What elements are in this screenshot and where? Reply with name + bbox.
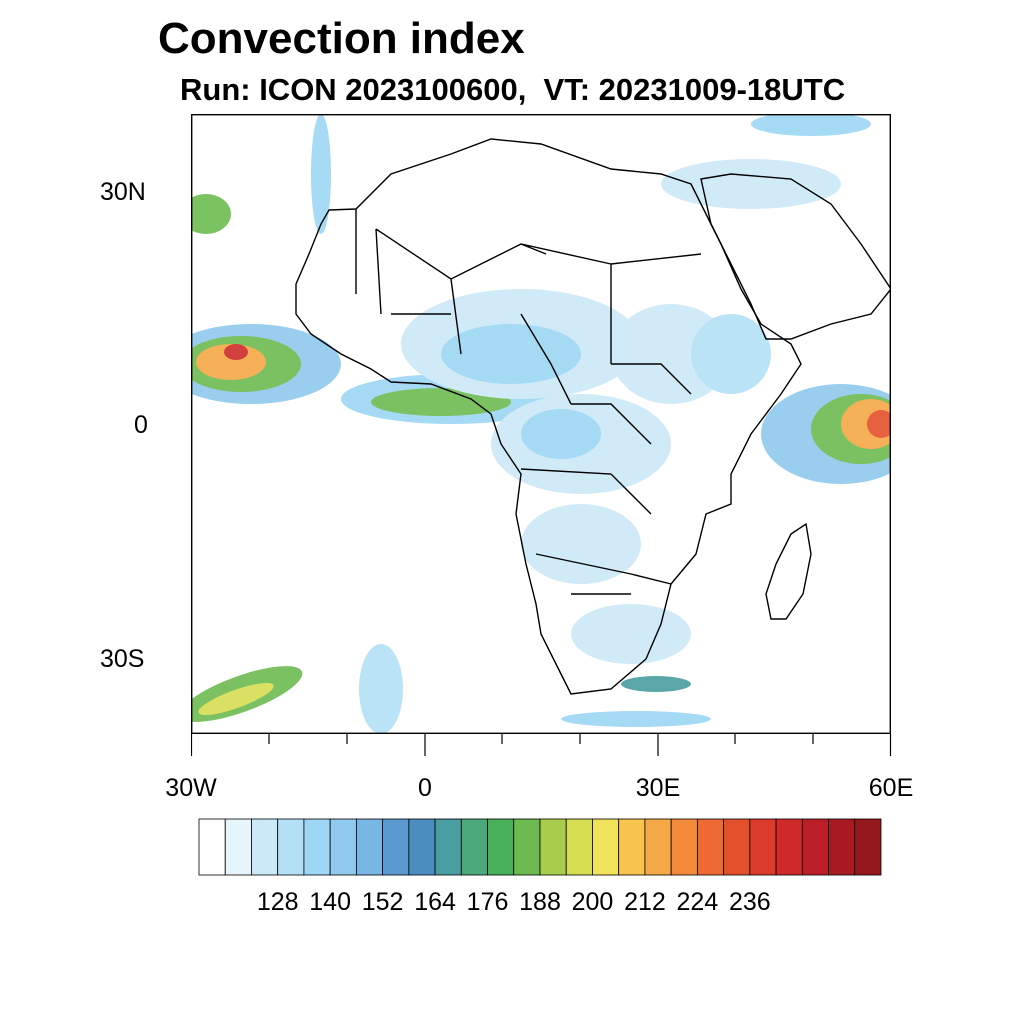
colorbar-tick-label: 140	[309, 888, 351, 916]
colorbar-swatch	[696, 818, 725, 876]
colorbar-swatch	[408, 818, 436, 876]
colorbar-swatch	[277, 818, 305, 876]
colorbar-swatch	[592, 818, 620, 876]
colorbar-tick-label: 236	[728, 888, 771, 916]
map-frame-border	[191, 114, 891, 734]
chart-subtitle: Run: ICON 2023100600, VT: 20231009-18UTC	[180, 72, 846, 107]
colorbar-swatch	[854, 818, 882, 876]
colorbar-swatch	[329, 818, 357, 876]
colorbar-swatch	[539, 818, 567, 876]
colorbar-swatch	[434, 818, 462, 876]
lon-label-30w: 30W	[165, 774, 217, 802]
chart-title: Convection index	[158, 14, 525, 63]
convection-field	[191, 114, 891, 734]
colorbar-tick-label: 224	[676, 888, 719, 916]
colorbar-swatch	[723, 818, 751, 876]
lat-label-30n: 30N	[100, 178, 146, 206]
colorbar-swatch	[513, 818, 541, 876]
colorbar-swatch	[198, 818, 226, 876]
colorbar-swatch	[355, 818, 384, 876]
colorbar-swatch	[828, 818, 856, 876]
lon-label-30e: 30E	[635, 774, 681, 802]
colorbar-swatch	[251, 818, 279, 876]
colorbar-swatch	[644, 818, 672, 876]
colorbar-swatch	[801, 818, 829, 876]
colorbar-tick-label: 200	[571, 888, 614, 916]
colorbar	[198, 818, 882, 876]
colorbar-swatch	[775, 818, 803, 876]
colorbar-tick-label: 128	[256, 888, 299, 916]
colorbar-swatch	[460, 818, 488, 876]
colorbar-swatch	[618, 818, 646, 876]
lon-label-0: 0	[418, 774, 432, 802]
colorbar-tick-label: 188	[519, 888, 561, 916]
colorbar-tick-label: 176	[466, 888, 509, 916]
colorbar-swatch	[670, 818, 698, 876]
colorbar-tick-label: 164	[414, 888, 456, 916]
colorbar-swatch	[224, 818, 252, 876]
colorbar-swatch	[382, 818, 410, 876]
colorbar-swatch	[565, 818, 593, 876]
lon-label-60e: 60E	[868, 774, 914, 802]
colorbar-tick-label: 152	[361, 888, 404, 916]
map-panel	[191, 114, 891, 734]
coastlines	[295, 138, 891, 695]
x-ticks	[191, 734, 892, 756]
colorbar-tick-label: 212	[624, 888, 666, 916]
colorbar-swatch	[487, 818, 515, 876]
colorbar-swatch	[303, 818, 331, 876]
colorbar-swatch	[749, 818, 777, 876]
lat-label-0: 0	[134, 411, 148, 439]
lat-label-30s: 30S	[100, 645, 145, 673]
